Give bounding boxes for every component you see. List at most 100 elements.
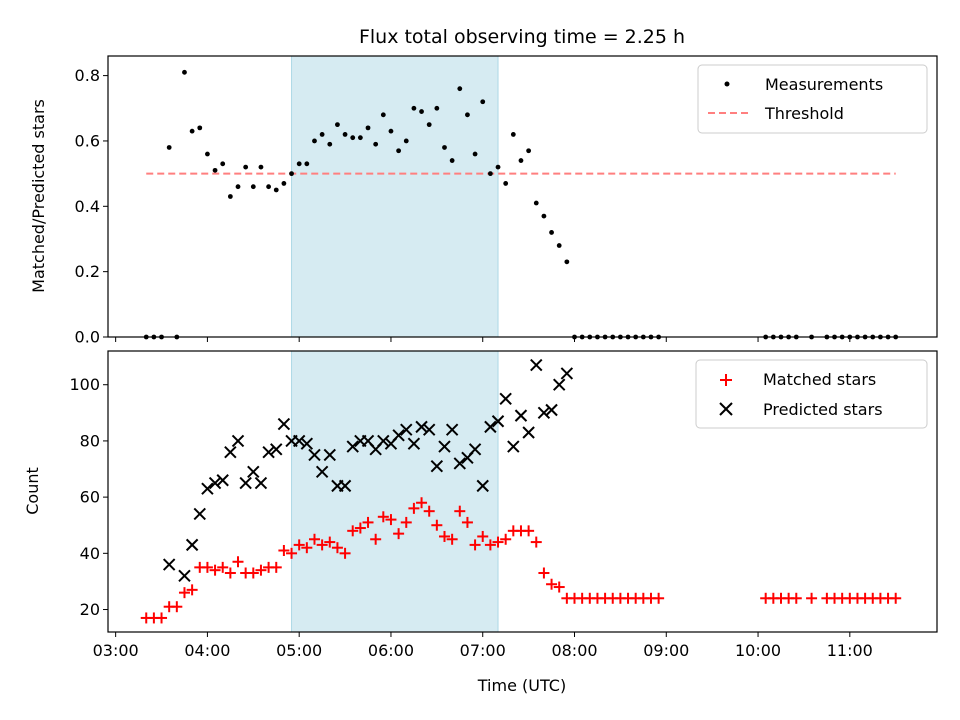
measurement-point	[312, 138, 317, 144]
measurement-point	[526, 148, 532, 154]
matched-star-point	[492, 536, 504, 548]
measurement-point	[556, 243, 562, 248]
x-tick-label: 05:00	[276, 641, 322, 660]
predicted-star-point	[323, 448, 336, 462]
matched-star-point	[347, 525, 359, 537]
x-tick-label: 07:00	[460, 641, 506, 660]
matched-star-point	[523, 525, 535, 537]
legend-measurements-marker	[724, 81, 730, 87]
predicted-star-point	[560, 367, 574, 380]
measurement-point	[380, 112, 386, 118]
matched-star-point	[653, 592, 665, 604]
measurement-point	[533, 200, 539, 206]
matched-star-point	[232, 556, 244, 568]
matched-star-point	[423, 505, 435, 517]
bottom-plot-frame	[107, 350, 938, 633]
measurement-point	[564, 259, 570, 265]
matched-star-point	[477, 530, 489, 542]
measurement-point	[426, 122, 432, 128]
measurement-point	[480, 99, 486, 105]
measurement-point	[327, 141, 333, 147]
measurement-point	[350, 135, 356, 141]
matched-star-point	[546, 578, 558, 590]
matched-star-point	[446, 533, 458, 545]
x-tick-label: 03:00	[93, 641, 139, 660]
y-tick-label: 100	[69, 375, 100, 394]
predicted-star-point	[422, 423, 436, 436]
measurement-point	[396, 148, 402, 154]
matched-star-point	[339, 547, 351, 559]
predicted-star-point	[507, 440, 520, 453]
predicted-star-point	[262, 445, 275, 459]
matched-star-point	[500, 533, 512, 545]
y-tick-label: 40	[80, 544, 100, 563]
top-plot-frame	[107, 55, 938, 338]
matched-star-point	[890, 592, 902, 604]
measurement-point	[220, 161, 226, 167]
predicted-star-point	[270, 443, 283, 456]
predicted-star-point	[247, 465, 260, 479]
matched-star-point	[217, 561, 229, 573]
measurement-point	[182, 69, 187, 75]
measurement-point	[442, 145, 447, 150]
matched-star-point	[316, 539, 328, 551]
measurement-point	[243, 164, 249, 170]
matched-star-point	[362, 516, 374, 528]
measurement-point	[205, 151, 210, 157]
matched-star-point	[484, 539, 496, 551]
matched-star-point	[461, 516, 473, 528]
y-tick-label: 0.6	[75, 131, 100, 150]
matched-star-point	[201, 561, 213, 573]
predicted-star-point	[491, 415, 505, 428]
measurement-point	[304, 161, 310, 167]
matched-star-point	[400, 516, 412, 528]
measurement-point	[373, 141, 379, 147]
measurement-point	[403, 138, 409, 144]
predicted-star-point	[392, 429, 405, 442]
measurement-point	[335, 122, 340, 128]
measurement-point	[518, 158, 524, 163]
predicted-star-point	[185, 538, 199, 552]
predicted-star-point	[499, 392, 512, 405]
matched-star-point	[324, 536, 336, 548]
x-tick-label: 09:00	[643, 641, 689, 660]
x-tick-label: 04:00	[184, 641, 230, 660]
matched-star-point	[270, 561, 282, 573]
matched-star-point	[377, 511, 389, 523]
matched-star-point	[278, 545, 290, 557]
matched-star-point	[370, 533, 382, 545]
top-highlight-span	[291, 55, 499, 338]
predicted-star-point	[346, 440, 359, 453]
measurement-point	[296, 161, 302, 167]
top-y-axis-label: Matched/Predicted stars	[29, 99, 48, 293]
predicted-star-point	[430, 460, 444, 473]
predicted-star-point	[537, 406, 551, 420]
matched-star-point	[209, 564, 221, 576]
matched-star-point	[469, 539, 481, 551]
legend-matched-label: Matched stars	[763, 370, 876, 389]
matched-star-point	[408, 502, 420, 514]
predicted-star-point	[553, 378, 566, 391]
predicted-star-point	[377, 434, 390, 448]
measurement-point	[281, 181, 287, 186]
top-legend-box	[697, 64, 928, 134]
matched-star-point	[538, 567, 550, 579]
measurement-point	[419, 109, 424, 114]
predicted-star-point	[201, 482, 214, 495]
predicted-star-point	[254, 476, 268, 490]
measurement-point	[388, 128, 394, 134]
matched-star-point	[354, 522, 366, 534]
x-axis-label: Time (UTC)	[477, 676, 566, 695]
top-legend: Measurements Threshold	[697, 64, 928, 134]
measurement-point	[273, 187, 279, 193]
bottom-y-ticks: 20 40 60 80 100	[69, 375, 108, 619]
measurement-point	[465, 112, 470, 118]
matched-star-point	[393, 528, 405, 540]
y-tick-label: 0.0	[75, 328, 100, 347]
legend-threshold-label: Threshold	[764, 104, 844, 123]
measurement-point	[487, 171, 493, 177]
measurement-point	[503, 181, 509, 186]
top-panel: 0.00.20.40.60.8 Matched/Predicted stars …	[29, 55, 938, 347]
matched-star-point	[438, 530, 450, 542]
predicted-star-point	[453, 457, 466, 470]
